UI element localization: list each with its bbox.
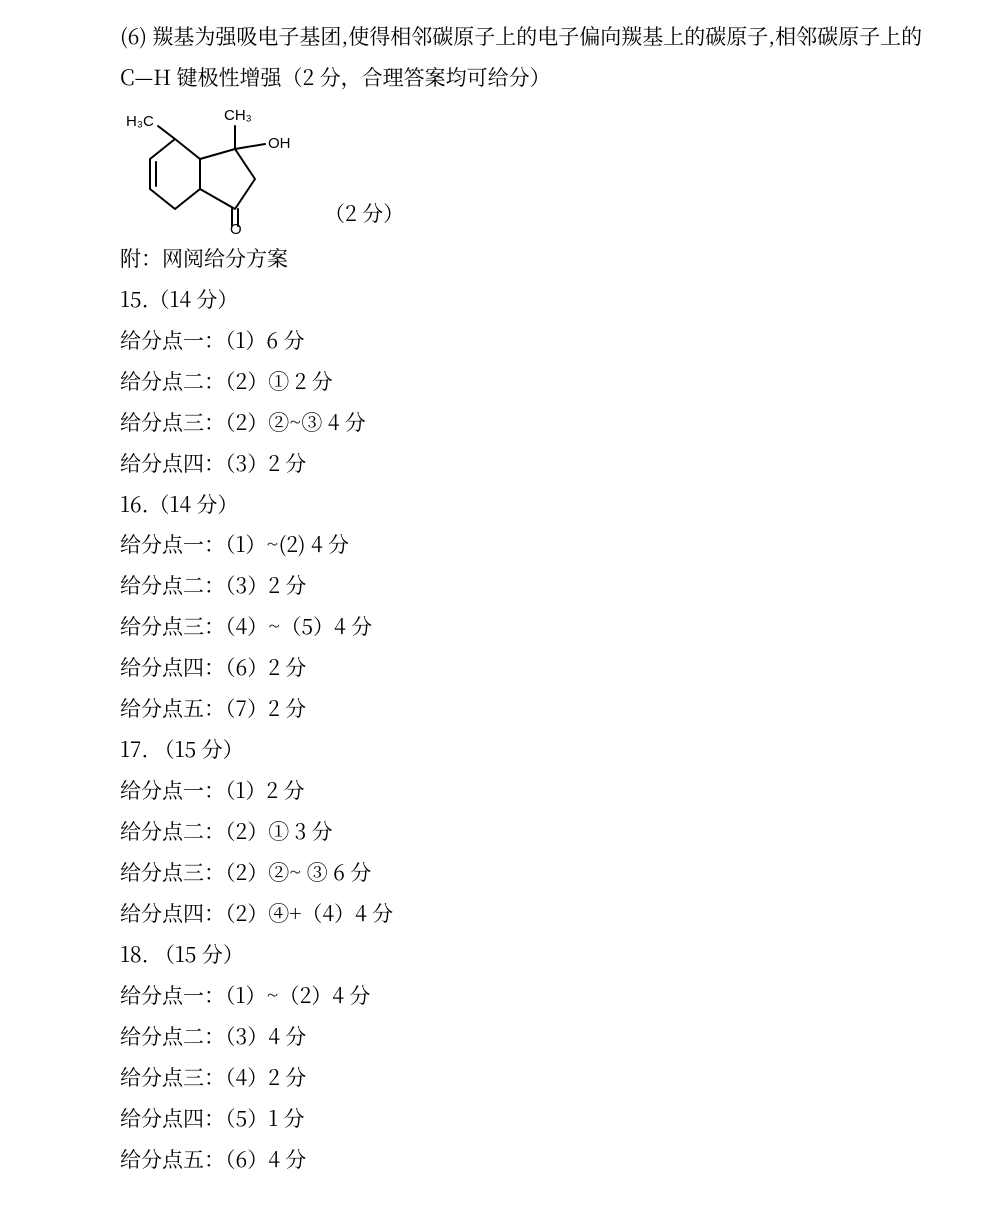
section-3-point-0: 给分点一：（1）~（2）4 分 [120,975,1000,1016]
section-1-header: 16.（14 分） [120,484,1000,525]
section-3-point-3: 给分点四：（5）1 分 [120,1098,1000,1139]
section-3-header: 18. （15 分） [120,934,1000,975]
section-3-point-2: 给分点三：（4）2 分 [120,1057,1000,1098]
label-o: O [230,221,242,234]
appendix-heading: 附：网阅给分方案 [120,238,1000,279]
section-3-point-4: 给分点五：（6）4 分 [120,1139,1000,1180]
label-oh: OH [268,135,291,152]
figure-caption: （2 分） [324,193,404,234]
section-3-point-1: 给分点二：（3）4 分 [120,1016,1000,1057]
section-1-point-1: 给分点二：（3）2 分 [120,565,1000,606]
section-2-point-1: 给分点二：（2）① 3 分 [120,811,1000,852]
section-2-point-3: 给分点四：（2）④+（4）4 分 [120,893,1000,934]
section-1-point-2: 给分点三：（4）~（5）4 分 [120,606,1000,647]
section-1-point-3: 给分点四：（6）2 分 [120,647,1000,688]
section-0-point-3: 给分点四：（3）2 分 [120,443,1000,484]
section-1-point-4: 给分点五：（7）2 分 [120,688,1000,729]
intro-line-2: C—H 键极性增强（2 分，合理答案均可给分） [120,57,1000,98]
label-h3c: H₃C [126,113,154,130]
section-2-point-2: 给分点三：（2）②~ ③ 6 分 [120,852,1000,893]
section-0-point-0: 给分点一：（1）6 分 [120,320,1000,361]
section-0-point-2: 给分点三：（2）②~③ 4 分 [120,402,1000,443]
section-0-point-1: 给分点二：（2）① 2 分 [120,361,1000,402]
section-2-header: 17. （15 分） [120,729,1000,770]
chemical-structure: H₃C CH₃ OH O [120,104,300,234]
molecule-svg: H₃C CH₃ OH O [120,104,300,234]
section-0-header: 15.（14 分） [120,279,1000,320]
section-1-point-0: 给分点一：（1）~(2) 4 分 [120,524,1000,565]
structure-figure-row: H₃C CH₃ OH O （2 分） [120,104,1000,234]
section-2-point-0: 给分点一：（1）2 分 [120,770,1000,811]
label-ch3-top: CH₃ [224,107,252,124]
intro-line-1: (6) 羰基为强吸电子基团,使得相邻碳原子上的电子偏向羰基上的碳原子,相邻碳原子… [120,16,1000,57]
